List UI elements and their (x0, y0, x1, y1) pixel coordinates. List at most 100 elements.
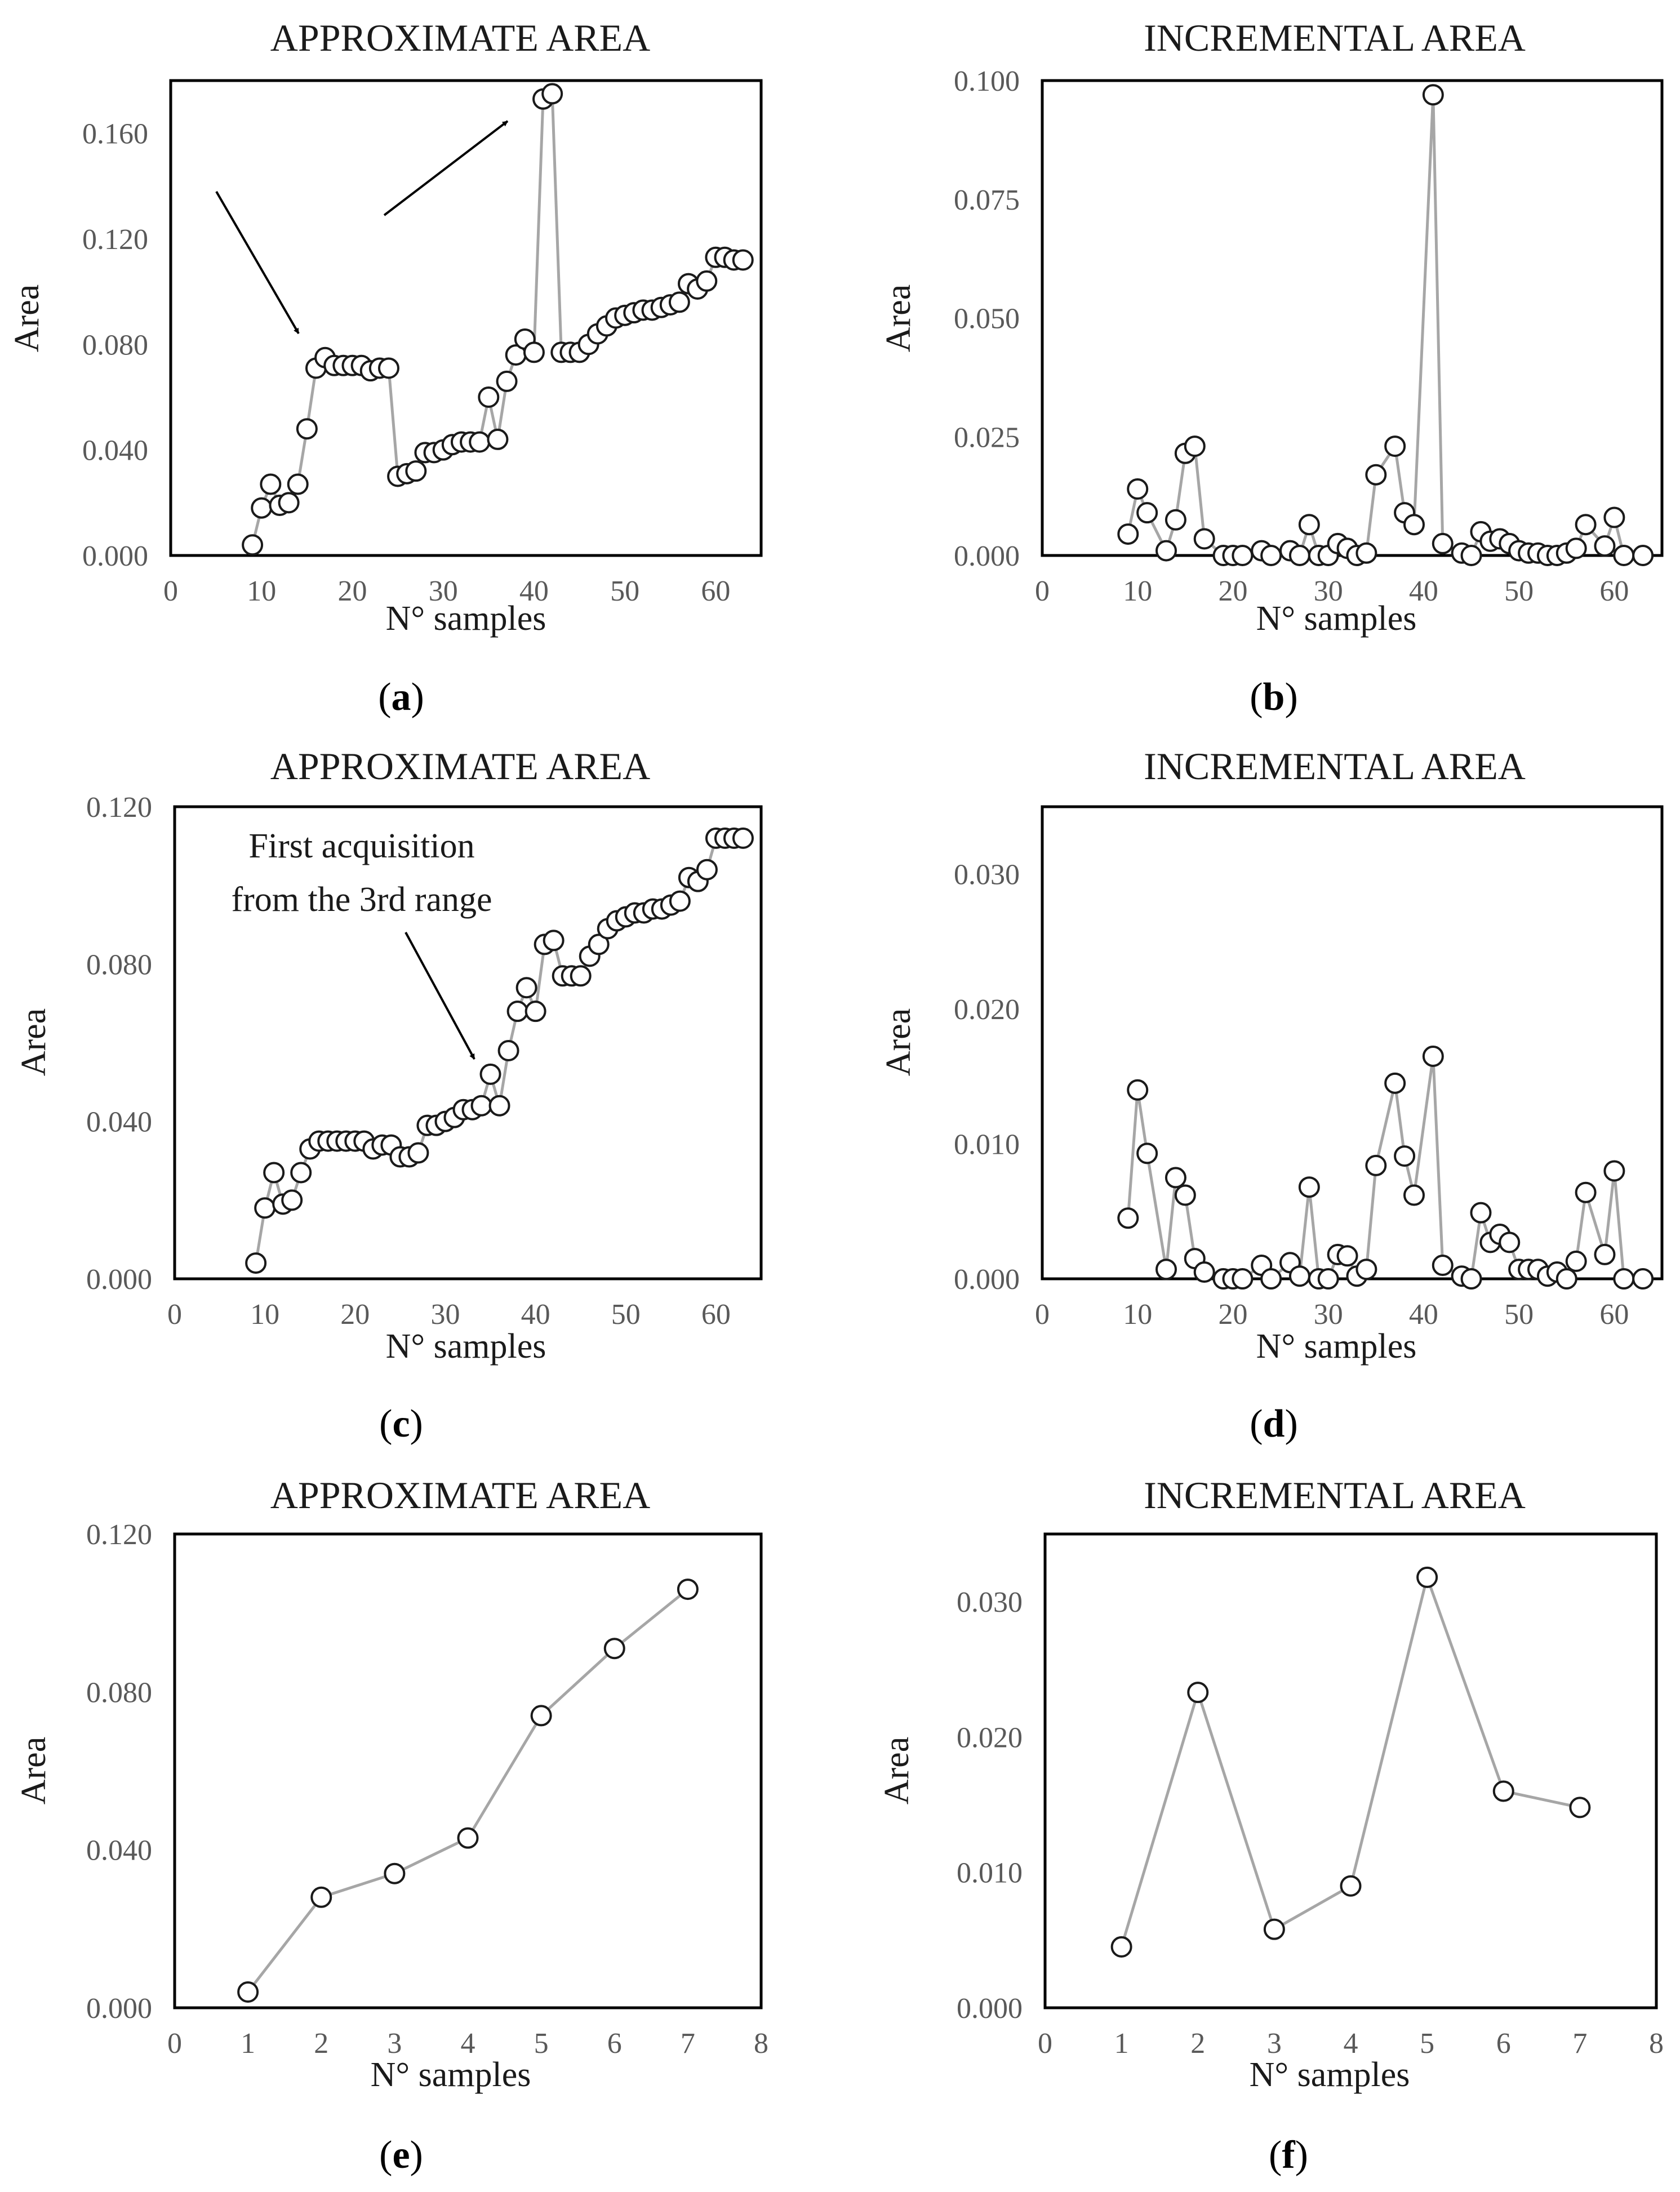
x-tick-label: 7 (1572, 2028, 1587, 2060)
data-point (1565, 1250, 1587, 1272)
x-tick-label: 10 (1123, 575, 1152, 607)
y-tick-label: 0.040 (86, 1835, 152, 1867)
x-tick-label: 10 (247, 575, 276, 607)
data-point (496, 370, 518, 392)
panel-b: INCREMENTAL AREA Area N° samples (b) 0 10… (879, 16, 1664, 719)
data-point (1155, 540, 1177, 562)
data-point (543, 930, 565, 952)
data-point (1422, 84, 1444, 106)
data-point (287, 473, 309, 495)
x-tick-label: 30 (430, 1299, 460, 1331)
y-tick-label: 0.120 (86, 792, 152, 824)
x-ticks: 0 10 20 30 40 50 60 (1035, 575, 1629, 607)
data-point (603, 1638, 625, 1660)
x-tick-label: 8 (1649, 2028, 1664, 2060)
data-point (506, 1001, 528, 1022)
data-point (1288, 545, 1310, 566)
y-tick-label: 0.100 (954, 65, 1020, 97)
data-point (310, 1886, 332, 1908)
y-tick-label: 0.120 (86, 1519, 152, 1551)
x-axis-label: N° samples (1256, 1327, 1417, 1366)
x-tick-label: 2 (1190, 2028, 1205, 2060)
data-point (1165, 509, 1186, 531)
y-tick-label: 0.080 (86, 949, 152, 981)
data-point (1110, 1936, 1132, 1958)
data-point (1575, 514, 1597, 536)
y-ticks: 0.000 0.010 0.020 0.030 (957, 1586, 1023, 2025)
data-point (668, 291, 690, 313)
panel-d: INCREMENTAL AREA Area N° samples (d) 0 10… (879, 745, 1664, 1446)
data-point (1317, 1268, 1339, 1290)
x-tick-label: 20 (1218, 1299, 1247, 1331)
annotation-arrow (383, 120, 509, 216)
series-line (251, 91, 743, 545)
data-point (1365, 1154, 1387, 1176)
data-point (1403, 514, 1425, 536)
x-tick-label: 8 (754, 2028, 768, 2060)
data-point (1394, 1145, 1416, 1167)
data-point (588, 933, 610, 955)
y-tick-label: 0.020 (954, 994, 1020, 1026)
data-point (405, 460, 427, 482)
data-point (1422, 1045, 1444, 1067)
data-point (384, 1862, 406, 1884)
data-point (1569, 1797, 1591, 1818)
data-point (1384, 1072, 1406, 1094)
data-point (523, 341, 545, 363)
x-axis-label: N° samples (1256, 599, 1417, 638)
data-point (245, 1252, 267, 1274)
data-point (237, 1981, 259, 2003)
data-point (1127, 1079, 1149, 1101)
data-point (669, 890, 691, 912)
panel-a: APPROXIMATE AREA Area N° samples (a) 0 10… (8, 16, 763, 719)
data-point (1632, 545, 1654, 566)
x-tick-label: 2 (314, 2028, 328, 2060)
panel-label: (a) (378, 675, 424, 719)
y-tick-label: 0.120 (82, 224, 148, 256)
y-tick-label: 0.075 (954, 184, 1020, 216)
data-point (1263, 1918, 1285, 1940)
x-axis-label: N° samples (386, 599, 546, 638)
data-point (457, 1827, 479, 1849)
data-marks (237, 1579, 699, 2003)
data-point (732, 249, 754, 271)
x-tick-label: 30 (1314, 1299, 1343, 1331)
y-tick-label: 0.030 (957, 1586, 1023, 1619)
data-point (1594, 535, 1616, 557)
x-tick-label: 60 (1599, 1299, 1629, 1331)
data-point (1355, 542, 1377, 564)
plot-area (1041, 805, 1664, 1280)
data-point (696, 859, 718, 881)
x-tick-label: 4 (1344, 2028, 1358, 2060)
data-point (479, 1063, 501, 1085)
data-point (1555, 1268, 1577, 1290)
x-tick-label: 50 (1504, 1299, 1534, 1331)
panel-label: (b) (1250, 675, 1298, 719)
y-tick-label: 0.160 (82, 118, 148, 150)
x-ticks: 0 10 20 30 40 50 60 (1035, 1299, 1629, 1331)
data-point (1117, 1207, 1139, 1229)
x-tick-label: 40 (1409, 1299, 1438, 1331)
data-point (1193, 528, 1215, 550)
panel-label: (c) (379, 1402, 423, 1446)
data-point (1232, 1268, 1254, 1290)
data-point (1603, 1160, 1625, 1182)
data-point (1288, 1265, 1310, 1287)
data-point (1492, 1780, 1514, 1802)
data-point (1184, 435, 1206, 457)
data-point (488, 1095, 510, 1117)
data-point (407, 1142, 429, 1164)
chart-title: INCREMENTAL AREA (1144, 16, 1526, 59)
data-point (1416, 1566, 1438, 1588)
panel-label: (e) (379, 2133, 423, 2177)
data-point (1193, 1261, 1215, 1283)
y-tick-label: 0.000 (86, 1993, 152, 2025)
data-point (1384, 435, 1406, 457)
data-point (260, 473, 282, 495)
y-tick-label: 0.010 (957, 1857, 1023, 1889)
x-ticks: 0 1 2 3 4 5 6 7 8 (1038, 2028, 1664, 2060)
chart-title: INCREMENTAL AREA (1144, 1474, 1526, 1517)
data-point (1575, 1181, 1597, 1203)
x-ticks: 0 10 20 30 40 50 60 (163, 575, 730, 607)
